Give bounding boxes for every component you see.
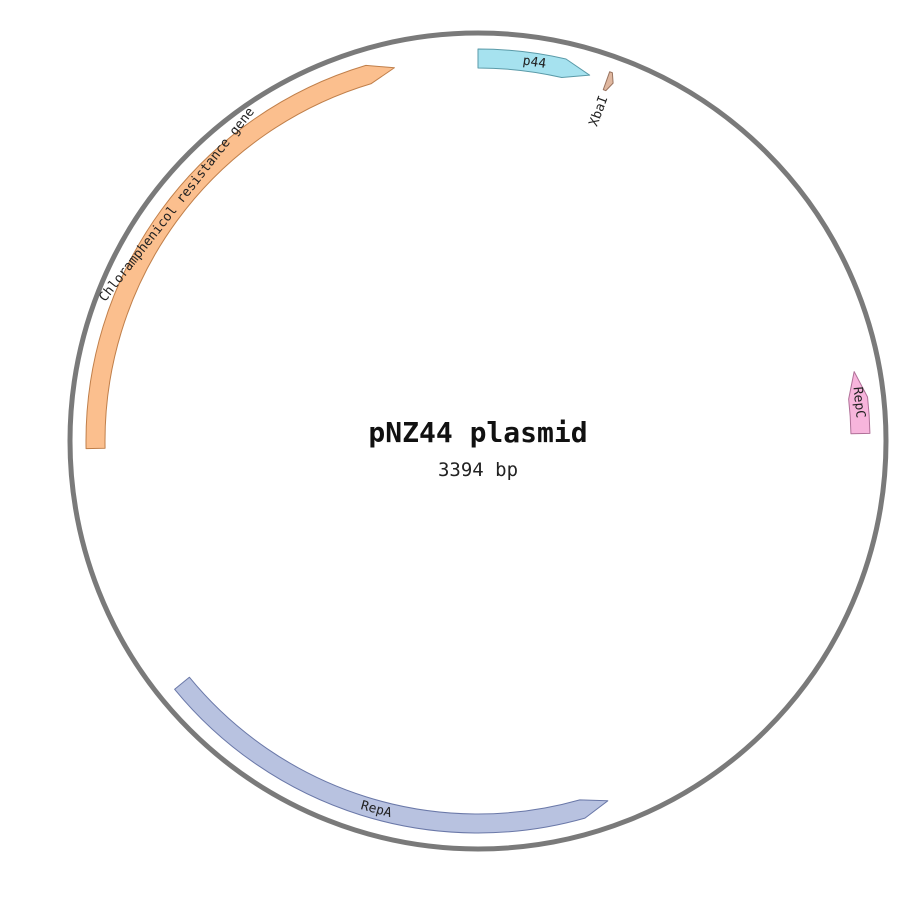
feature-label-p44: p44: [522, 54, 548, 72]
feature-repc: [848, 371, 871, 435]
plasmid-size: 3394 bp: [438, 459, 518, 481]
features-layer: [85, 48, 871, 834]
feature-label-xbai: XbaI: [587, 94, 612, 129]
feature-label-repc: RepC: [850, 386, 868, 419]
feature-p44: [477, 48, 591, 79]
feature-repa: [174, 676, 609, 834]
plasmid-backbone: [67, 30, 889, 852]
plasmid-title: pNZ44 plasmid: [368, 416, 587, 449]
feature-cat: [85, 64, 395, 450]
feature-label-cat: Chloramphenicol resistance gene: [96, 105, 258, 305]
feature-xbai: [602, 71, 614, 92]
